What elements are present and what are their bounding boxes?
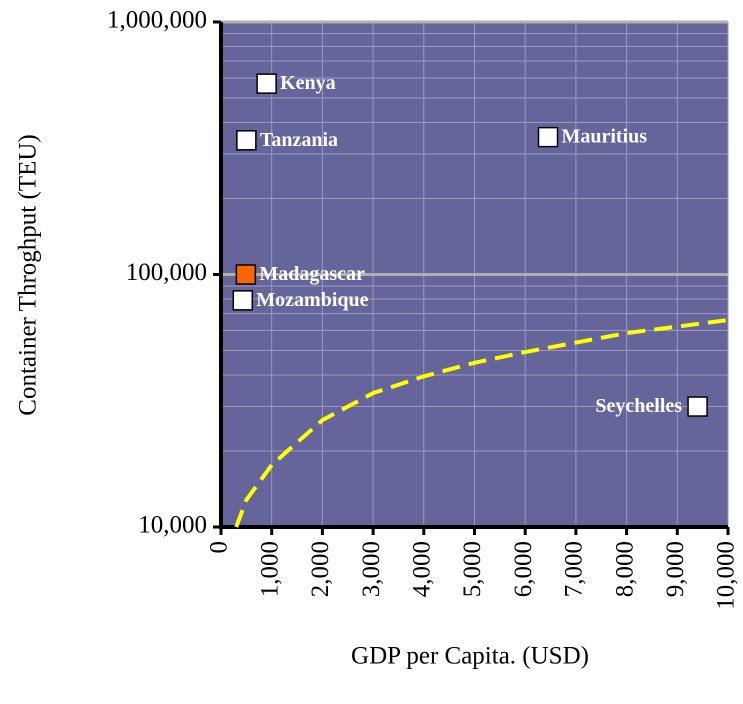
y-tick-label: 1,000,000 (107, 7, 207, 34)
y-tick-label: 100,000 (126, 259, 207, 286)
point-label: Mozambique (256, 289, 368, 311)
x-tick-label: 6,000 (510, 541, 537, 597)
x-tick-label: 9,000 (662, 541, 689, 597)
point-label: Seychelles (595, 395, 682, 417)
scatter-point (256, 73, 277, 94)
y-tick-label: 10,000 (138, 512, 207, 539)
y-axis-title: Container Throghput (TEU) (15, 134, 42, 415)
point-label: Mauritius (562, 126, 648, 148)
x-tick-label: 4,000 (409, 541, 436, 597)
trendline (234, 318, 729, 528)
point-label: Tanzania (260, 129, 338, 151)
scatter-point (687, 396, 708, 417)
scatter-point (537, 126, 559, 148)
point-label: Kenya (280, 72, 336, 94)
x-tick-label: 8,000 (611, 541, 638, 597)
x-axis-title: GDP per Capita. (USD) (351, 643, 589, 670)
point-label: Madagascar (259, 263, 365, 285)
x-tick-label: 3,000 (358, 541, 385, 597)
scatter-point (236, 130, 257, 151)
scatter-point (235, 264, 257, 285)
scatter-point (232, 290, 254, 311)
x-tick-label: 5,000 (459, 541, 486, 597)
x-tick-label: 7,000 (561, 541, 588, 597)
x-tick-label: 0 (206, 541, 233, 554)
x-tick-label: 2,000 (307, 541, 334, 597)
x-tick-label: 1,000 (256, 541, 283, 597)
x-tick-label: 10,000 (713, 541, 740, 610)
